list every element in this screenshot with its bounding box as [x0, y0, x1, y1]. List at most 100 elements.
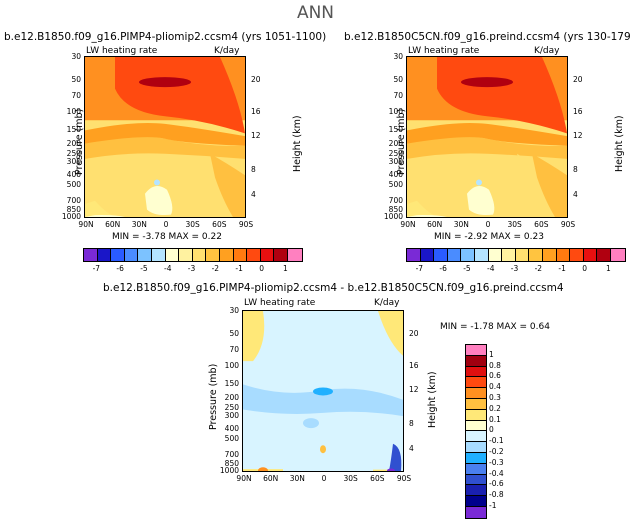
- colorbar-swatch: [287, 249, 302, 261]
- panel3-ylabel-right: Height (km): [427, 371, 438, 428]
- colorbar-swatch: [466, 420, 486, 432]
- y-tick-right-label: 4: [573, 190, 578, 200]
- colorbar-swatch: [466, 345, 486, 356]
- colorbar-swatch: [466, 398, 486, 410]
- y-tick-label: 200: [66, 138, 81, 148]
- colorbar-swatch: [124, 249, 139, 261]
- panel3-plot: [242, 310, 404, 472]
- x-tick-label: 90N: [400, 220, 416, 229]
- colorbar-swatch: [151, 249, 166, 261]
- colorbar-swatch: [474, 249, 489, 261]
- patch-right: [532, 153, 567, 217]
- x-tick-label: 0: [163, 220, 169, 229]
- y-tick-label: 200: [388, 138, 403, 148]
- panel2-plot: [406, 56, 568, 218]
- colorbar-swatch: [179, 249, 193, 261]
- panel1-left-label: LW heating rate: [86, 46, 158, 56]
- panel2-heatmap: [407, 57, 567, 217]
- y-tick-label: 700: [388, 195, 403, 205]
- core-darkred: [461, 77, 513, 88]
- colorbar-label: -0.8: [489, 490, 504, 500]
- y-tick-label: 70: [71, 90, 81, 100]
- patch-blue-right: [389, 443, 402, 471]
- colorbar-label: 1: [283, 264, 288, 273]
- panel3-units: K/day: [374, 298, 400, 308]
- y-tick-label: 500: [66, 180, 81, 190]
- colorbar-label: -5: [140, 264, 148, 273]
- colorbar-swatch: [461, 249, 475, 261]
- colorbar-swatch: [407, 249, 421, 261]
- band-red: [437, 57, 567, 134]
- x-tick-label: 0: [321, 474, 327, 483]
- y-tick-right-label: 20: [251, 75, 261, 85]
- y-tick-label: 50: [229, 329, 239, 339]
- band-red: [115, 57, 245, 134]
- x-tick-label: 90S: [560, 220, 576, 229]
- colorbar-label: -7: [92, 264, 101, 273]
- colorbar-label: -1: [489, 501, 497, 510]
- patch-pale-center: [467, 185, 495, 216]
- y-tick-label: 50: [71, 75, 81, 85]
- y-tick-label: 1000: [219, 466, 239, 475]
- colorbar-label: 1: [606, 264, 611, 273]
- x-tick-label: 60S: [534, 220, 549, 229]
- colorbar-swatch: [434, 249, 448, 261]
- colorbar-label: -7: [415, 264, 424, 273]
- colorbar-label: -0.6: [489, 479, 504, 489]
- core-darkred: [139, 77, 191, 88]
- colorbar-label: -0.4: [489, 468, 504, 478]
- panel3-stats: MIN = -1.78 MAX = 0.64: [440, 322, 550, 332]
- y-tick-right-label: 4: [409, 444, 414, 454]
- patch-left-low: [85, 200, 115, 217]
- colorbar-label: -1: [235, 264, 243, 273]
- panel3-left-label: LW heating rate: [244, 298, 316, 308]
- panel2-ylabel-right: Height (km): [614, 115, 625, 172]
- colorbar-swatch: [466, 496, 486, 507]
- y-tick-right-label: 20: [409, 329, 419, 339]
- colorbar-label: -2: [534, 264, 543, 273]
- y-tick-label: 70: [229, 344, 239, 354]
- panel2-colorbar: [406, 248, 626, 262]
- panel1-heatmap: [85, 57, 245, 217]
- colorbar-label: 1: [489, 349, 494, 359]
- y-tick-right-label: 20: [573, 75, 583, 85]
- colorbar-swatch: [570, 249, 584, 261]
- colorbar-label: -6: [439, 264, 447, 273]
- y-tick-label: 1000: [383, 212, 403, 221]
- colorbar-swatch: [556, 249, 571, 261]
- y-tick-label: 850: [388, 204, 403, 214]
- y-tick-label: 250: [388, 148, 403, 158]
- x-tick-label: 30N: [131, 220, 147, 229]
- y-tick-right-label: 16: [573, 106, 583, 116]
- colorbar-label: -6: [116, 264, 124, 273]
- y-tick-right-label: 4: [251, 190, 256, 200]
- patch-purple-br: [387, 468, 395, 471]
- colorbar-swatch: [192, 249, 207, 261]
- y-tick-label: 250: [66, 148, 81, 158]
- panel2-title: b.e12.B1850C5CN.f09_g16.preind.ccsm4 (yr…: [344, 31, 631, 43]
- colorbar-swatch: [466, 474, 486, 486]
- colorbar-swatch: [466, 485, 486, 497]
- y-tick-right-label: 16: [251, 106, 261, 116]
- colorbar-swatch: [219, 249, 234, 261]
- x-tick-label: 90N: [78, 220, 94, 229]
- colorbar-swatch: [466, 442, 486, 453]
- y-tick-label: 100: [224, 360, 239, 370]
- x-tick-label: 90S: [238, 220, 254, 229]
- panel2-stats: MIN = -2.92 MAX = 0.23: [434, 232, 544, 242]
- y-tick-label: 150: [66, 125, 81, 135]
- colorbar-swatch: [597, 249, 611, 261]
- band-lightblue: [243, 384, 403, 417]
- patch-bottom: [85, 215, 125, 217]
- colorbar-label: 0.8: [489, 360, 501, 370]
- panel2-units: K/day: [534, 46, 560, 56]
- x-tick-label: 60N: [263, 474, 279, 483]
- patch-yellow-tl: [243, 311, 265, 362]
- y-tick-label: 300: [388, 157, 403, 167]
- y-tick-label: 150: [224, 379, 239, 389]
- colorbar-label: 0.6: [489, 371, 501, 381]
- colorbar-swatch: [260, 249, 275, 261]
- patch-var: [517, 153, 537, 181]
- colorbar-swatch: [111, 249, 125, 261]
- y-tick-label: 850: [66, 204, 81, 214]
